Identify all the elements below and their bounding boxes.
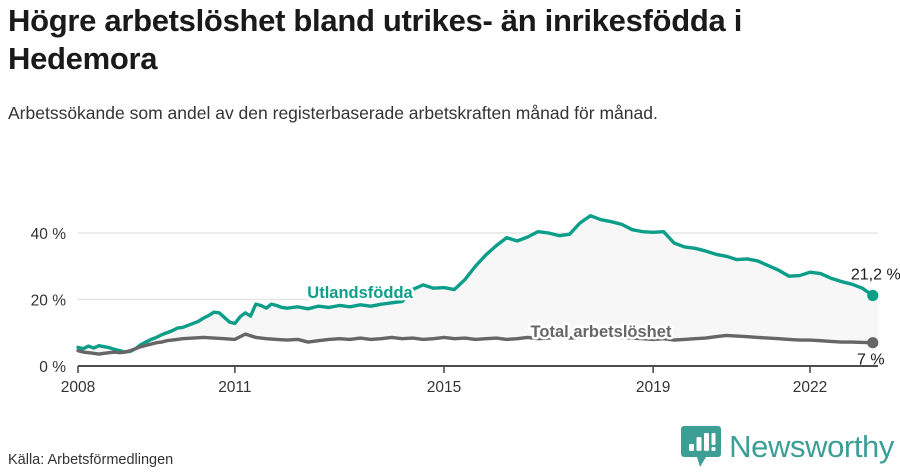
x-tick-label: 2019 — [636, 379, 670, 396]
x-tick-label: 2008 — [61, 379, 95, 396]
newsworthy-bubble-bars-icon — [681, 424, 722, 470]
series-end-dot — [867, 289, 879, 302]
series-label-foreign-born: Utlandsfödda — [307, 284, 413, 302]
page-title: Högre arbetslöshet bland utrikes- än inr… — [8, 3, 743, 76]
series-line — [76, 214, 875, 354]
series-band-fill — [78, 216, 878, 354]
chart-container: 0 % 20 % 40 % 2008 2011 2015 2019 2022 21,2 % 7… — [0, 186, 900, 402]
series-label-total-halo: Total arbetslöshet — [531, 323, 672, 341]
series-lines — [76, 214, 875, 356]
line-chart: 0 % 20 % 40 % 2008 2011 2015 2019 2022 21,2 % 7… — [31, 214, 900, 396]
end-label-total: 7 % — [857, 352, 885, 369]
page-subtitle: Arbetssökande som andel av den registerb… — [8, 103, 658, 123]
series-end-dot — [867, 337, 879, 349]
brand-name: Newsworthy — [729, 429, 894, 464]
x-tick-label: 2015 — [427, 379, 461, 396]
series-label-foreign-born-halo: Utlandsfödda — [307, 284, 413, 302]
y-tick-label: 20 % — [31, 293, 67, 310]
y-tick-label: 40 % — [31, 226, 67, 243]
series-label-total: Total arbetslöshet — [531, 323, 672, 341]
brand-logo: Newsworthy — [681, 424, 894, 470]
y-tick-label: 0 % — [39, 359, 66, 376]
x-tick-label: 2011 — [218, 379, 251, 396]
between-series-fill — [78, 216, 878, 354]
series-line — [76, 332, 875, 356]
y-tick-labels: 0 % 20 % 40 % — [31, 226, 67, 376]
x-axis — [77, 365, 878, 373]
end-label-foreign-born: 21,2 % — [851, 267, 900, 284]
x-tick-label: 2022 — [793, 379, 827, 396]
series-end-markers — [867, 289, 879, 349]
source-note: Källa: Arbetsförmedlingen — [8, 452, 174, 468]
x-tick-labels: 2008 2011 2015 2019 2022 — [61, 379, 828, 396]
